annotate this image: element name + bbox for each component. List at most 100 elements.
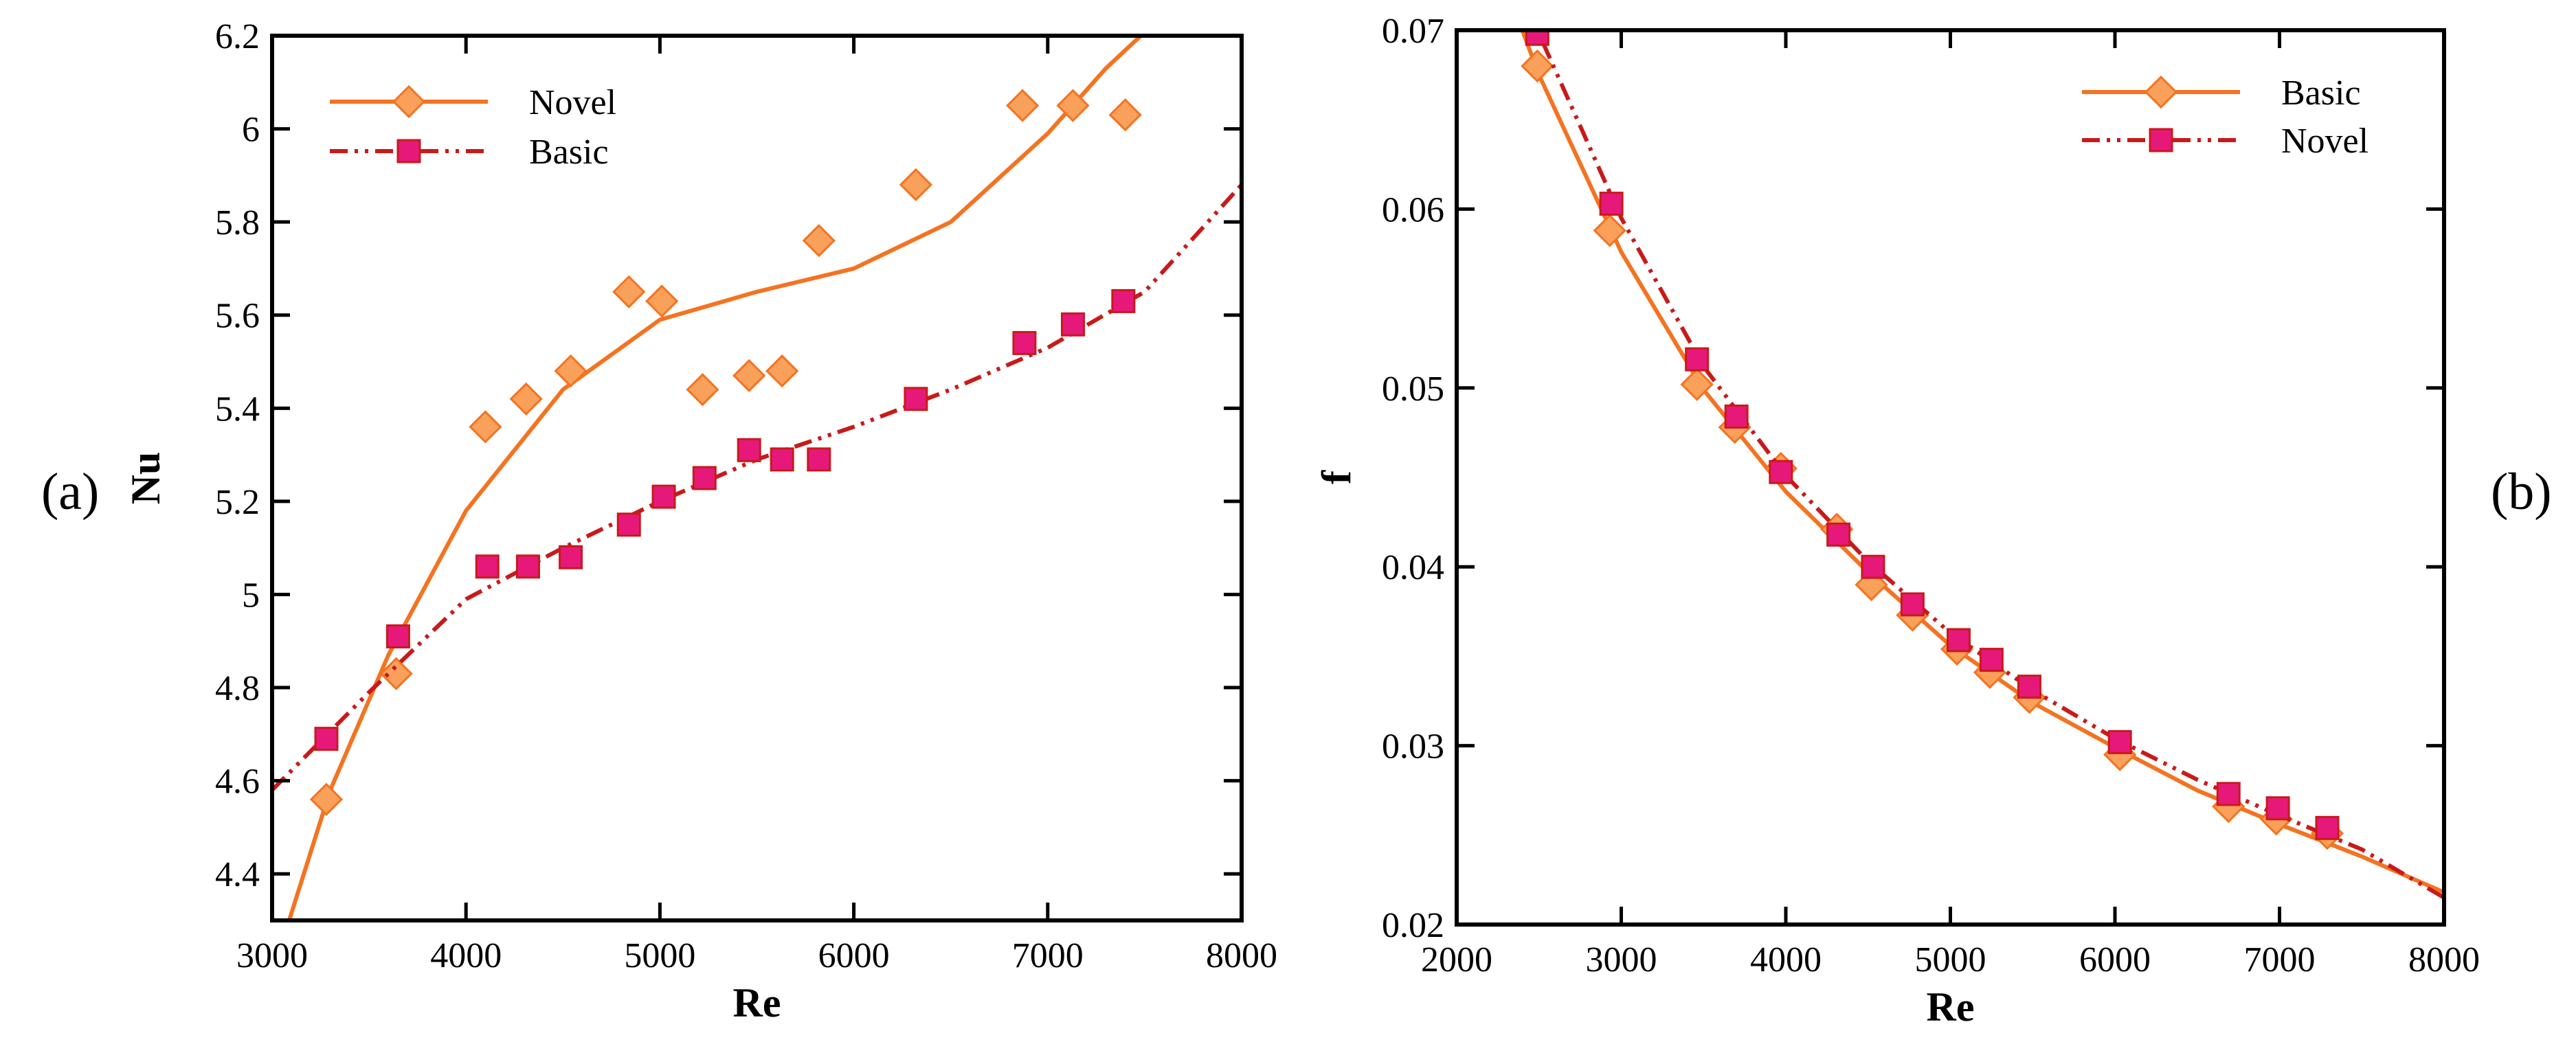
data-point-novel bbox=[2216, 782, 2241, 806]
series-line-basic bbox=[272, 183, 1242, 792]
data-point-novel bbox=[732, 359, 766, 392]
x-tick-label: 8000 bbox=[1206, 936, 1277, 975]
data-point-novel bbox=[1005, 89, 1040, 122]
data-point-novel bbox=[612, 275, 646, 308]
data-point-basic bbox=[616, 512, 641, 537]
data-point-novel bbox=[469, 410, 502, 444]
x-tick-label: 3000 bbox=[236, 936, 308, 975]
data-point-basic bbox=[1680, 367, 1714, 401]
data-point-basic bbox=[807, 447, 831, 472]
data-point-basic bbox=[904, 387, 928, 411]
y-tick-label: 5.4 bbox=[215, 389, 260, 429]
data-point-basic bbox=[692, 466, 717, 490]
plot-frame bbox=[1455, 28, 2446, 927]
plot-frame bbox=[270, 34, 1244, 922]
y-tick-label: 6.2 bbox=[215, 17, 260, 56]
data-point-novel bbox=[1724, 404, 1749, 429]
data-point-novel bbox=[1108, 98, 1142, 132]
y-tick-label: 0.07 bbox=[1382, 12, 1444, 51]
x-tick-label: 5000 bbox=[1915, 940, 1986, 979]
legend-marker-basic bbox=[2144, 75, 2178, 109]
data-point-basic bbox=[1593, 214, 1626, 247]
data-point-novel bbox=[1599, 192, 1624, 216]
y-tick-label: 5.8 bbox=[215, 203, 260, 242]
x-tick-label: 6000 bbox=[2079, 940, 2151, 979]
chart-panel-1: 2000 3000 4000 5000 6000 7000 8000 0.02 0.03 0.04… bbox=[1314, 12, 2552, 1030]
y-tick-label: 5.2 bbox=[215, 483, 260, 522]
x-tick-label: 8000 bbox=[2408, 940, 2480, 979]
data-point-basic bbox=[1060, 312, 1085, 337]
data-point-novel bbox=[554, 354, 587, 388]
panel-label: (b) bbox=[2491, 463, 2552, 521]
data-point-novel bbox=[2017, 675, 2041, 699]
x-axis-label: Re bbox=[1927, 984, 1975, 1030]
data-point-novel bbox=[645, 284, 679, 318]
y-tick-label: 6 bbox=[242, 111, 260, 150]
data-point-novel bbox=[1525, 30, 1549, 46]
data-point-novel bbox=[1946, 628, 1971, 653]
x-tick-label: 3000 bbox=[1586, 940, 1657, 979]
data-point-novel bbox=[765, 354, 799, 388]
data-point-basic bbox=[1012, 330, 1037, 355]
panel-label: (a) bbox=[41, 463, 99, 521]
plot-area bbox=[1520, 30, 2444, 900]
data-point-novel bbox=[2315, 815, 2340, 840]
data-point-basic bbox=[314, 727, 339, 751]
plot-area bbox=[272, 36, 1242, 920]
x-tick-label: 5000 bbox=[624, 936, 695, 975]
data-point-novel bbox=[686, 373, 719, 407]
data-point-basic bbox=[770, 447, 794, 472]
data-point-basic bbox=[475, 554, 500, 579]
data-point-basic bbox=[1521, 49, 1554, 83]
legend-marker-novel bbox=[392, 84, 426, 119]
x-axis-label: Re bbox=[733, 980, 781, 1026]
data-point-novel bbox=[1056, 89, 1090, 122]
data-point-basic bbox=[516, 554, 541, 579]
data-point-novel bbox=[802, 224, 836, 258]
data-point-novel bbox=[379, 657, 413, 690]
legend-marker-novel bbox=[2149, 128, 2173, 152]
x-tick-label: 4000 bbox=[1750, 940, 1822, 979]
y-tick-label: 0.03 bbox=[1382, 727, 1444, 767]
x-tick-label: 6000 bbox=[818, 936, 890, 975]
y-axis-label: f bbox=[1314, 470, 1359, 484]
data-point-novel bbox=[2265, 796, 2290, 821]
data-point-novel bbox=[1826, 522, 1851, 547]
data-point-basic bbox=[737, 438, 761, 462]
data-point-novel bbox=[899, 168, 933, 202]
data-point-basic bbox=[1111, 288, 1136, 313]
data-point-novel bbox=[1900, 592, 1925, 617]
y-tick-label: 0.06 bbox=[1382, 190, 1444, 229]
legend-label-novel: Novel bbox=[529, 83, 616, 122]
y-tick-label: 5 bbox=[242, 576, 260, 615]
series-line-novel bbox=[287, 36, 1143, 920]
y-tick-label: 4.4 bbox=[215, 855, 260, 894]
legend-label-basic: Basic bbox=[2281, 73, 2361, 113]
data-point-novel bbox=[509, 382, 543, 416]
data-point-basic bbox=[651, 484, 676, 509]
data-point-novel bbox=[1685, 347, 1710, 372]
y-tick-label: 0.04 bbox=[1382, 548, 1444, 587]
y-axis-label: Nu bbox=[123, 452, 168, 505]
y-tick-label: 4.8 bbox=[215, 669, 260, 708]
data-point-novel bbox=[1769, 460, 1793, 484]
x-tick-label: 7000 bbox=[2244, 940, 2316, 979]
x-tick-label: 2000 bbox=[1421, 940, 1492, 979]
legend-label-novel: Novel bbox=[2281, 122, 2368, 161]
x-tick-label: 7000 bbox=[1012, 936, 1084, 975]
y-tick-label: 4.6 bbox=[215, 762, 260, 802]
y-tick-label: 0.05 bbox=[1382, 370, 1444, 409]
data-point-novel bbox=[309, 782, 344, 816]
data-point-novel bbox=[1861, 554, 1885, 579]
y-tick-label: 0.02 bbox=[1382, 906, 1444, 945]
data-point-novel bbox=[2107, 729, 2132, 754]
legend-marker-basic bbox=[396, 139, 421, 163]
x-tick-label: 4000 bbox=[430, 936, 502, 975]
legend-label-basic: Basic bbox=[529, 133, 609, 172]
data-point-basic bbox=[385, 624, 410, 648]
chart-panel-0: 3000 4000 5000 6000 7000 8000 4.4 4.6 4.8 5 5.2 5.4… bbox=[41, 17, 1277, 1026]
data-point-novel bbox=[1979, 648, 2004, 672]
data-point-basic bbox=[559, 545, 583, 569]
y-tick-label: 5.6 bbox=[215, 297, 260, 336]
